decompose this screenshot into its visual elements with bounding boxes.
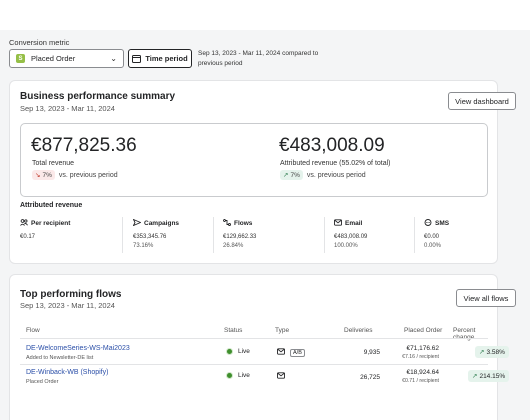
- status-text: Live: [238, 348, 250, 355]
- percent-change-value: 3.58%: [486, 348, 505, 356]
- totals-box: €877,825.36 Total revenue ↘ 7% vs. previ…: [20, 123, 488, 197]
- attr-col-pct: 73.16%: [133, 243, 154, 249]
- attr-col-value: €353,345.76: [133, 234, 167, 240]
- status-badge: Live: [226, 372, 250, 379]
- shopify-icon: S: [16, 54, 25, 63]
- time-period-button[interactable]: Time period: [128, 49, 192, 68]
- flows-title: Top performing flows: [20, 289, 122, 300]
- conversion-metric-label: Conversion metric: [9, 38, 70, 47]
- percent-change-badge: ↗ 214.15%: [468, 370, 510, 382]
- col-header-status: Status: [224, 327, 243, 334]
- flow-type: [277, 372, 285, 381]
- attr-col-value: €0.00: [424, 234, 440, 240]
- flow-type: A/B: [277, 348, 305, 357]
- placed-order-value: €71,176.62: [406, 345, 439, 352]
- deliveries-value: 26,725: [360, 374, 380, 381]
- send-icon: [132, 218, 142, 228]
- attributed-section-title: Attributed revenue: [20, 202, 83, 209]
- col-header-placed-order: Placed Order: [404, 327, 443, 334]
- calendar-icon: [132, 54, 142, 63]
- attr-col-sms: SMS €0.00 0.00%: [424, 219, 449, 255]
- trend-down-badge: ↘ 7%: [32, 170, 55, 180]
- attr-col-value: €483,008.09: [334, 234, 368, 240]
- people-icon: [20, 219, 28, 228]
- live-dot-icon: [226, 372, 233, 379]
- divider: [122, 217, 123, 253]
- trend-up-icon: ↗: [283, 172, 289, 179]
- total-revenue-trend: ↘ 7% vs. previous period: [32, 170, 118, 180]
- email-icon: [277, 372, 285, 381]
- summary-title: Business performance summary: [20, 91, 176, 102]
- col-header-flow: Flow: [26, 327, 40, 334]
- total-revenue-value: €877,825.36: [31, 135, 137, 156]
- sms-icon: [424, 219, 432, 228]
- deliveries-value: 9,935: [363, 349, 380, 356]
- compare-text: Sep 13, 2023 - Mar 11, 2024 compared to …: [198, 50, 319, 67]
- attr-col-email: Email €483,008.09 100.00%: [334, 219, 367, 255]
- divider: [414, 217, 415, 253]
- attr-col-value: €0.17: [20, 234, 36, 240]
- summary-date-range: Sep 13, 2023 - Mar 11, 2024: [20, 104, 115, 113]
- attributed-revenue-label: Attributed revenue (55.02% of total): [280, 160, 391, 167]
- attributed-revenue-trend: ↗ 7% vs. previous period: [280, 170, 366, 180]
- email-icon: [277, 348, 285, 357]
- percent-change-badge: ↗ 3.58%: [475, 346, 509, 358]
- conversion-metric-select[interactable]: S Placed Order ⌄: [9, 49, 124, 68]
- attr-col-label: Per recipient: [31, 220, 71, 227]
- attr-col-label: Campaigns: [144, 220, 180, 227]
- flows-date-range: Sep 13, 2023 - Mar 11, 2024: [20, 301, 115, 310]
- col-header-percent-change: Percent change: [453, 327, 476, 341]
- attr-col-campaigns: Campaigns €353,345.76 73.16%: [132, 218, 180, 255]
- attr-col-label: Email: [345, 220, 363, 227]
- view-all-flows-button[interactable]: View all flows: [456, 289, 516, 307]
- divider: [324, 217, 325, 253]
- view-dashboard-button[interactable]: View dashboard: [448, 92, 516, 110]
- live-dot-icon: [226, 348, 233, 355]
- table-divider: [20, 364, 488, 365]
- attr-col-label: Flows: [234, 220, 253, 227]
- placed-order-per-recipient: €0.71 / recipient: [402, 378, 439, 384]
- trend-down-value: 7%: [42, 171, 52, 179]
- time-period-label: Time period: [145, 54, 188, 63]
- status-text: Live: [238, 372, 250, 379]
- table-divider: [20, 338, 488, 339]
- placed-order-value: €18,924.64: [406, 369, 439, 376]
- flow-icon: [223, 219, 231, 228]
- conversion-metric-value: Placed Order: [31, 54, 76, 63]
- total-revenue-label: Total revenue: [32, 160, 75, 167]
- col-header-deliveries: Deliveries: [344, 327, 373, 334]
- email-icon: [334, 219, 342, 228]
- flow-link[interactable]: DE-WelcomeSeries-WS-Mai2023: [26, 345, 130, 352]
- attr-col-value: €129,662.33: [223, 234, 257, 240]
- flow-link[interactable]: DE-Winback-WB (Shopify): [26, 369, 109, 376]
- trend-suffix: vs. previous period: [58, 171, 118, 179]
- col-header-type: Type: [275, 327, 290, 334]
- business-summary-card: Business performance summary Sep 13, 202…: [9, 80, 516, 264]
- top-flows-card: Top performing flows Sep 13, 2023 - Mar …: [9, 274, 516, 420]
- attr-col-pct: 100.00%: [334, 243, 358, 249]
- attr-col-flows: Flows €129,662.33 26.84%: [223, 219, 256, 255]
- attr-col-per-recipient: Per recipient €0.17: [20, 219, 70, 255]
- ab-test-tag: A/B: [290, 348, 305, 357]
- percent-change-value: 214.15%: [479, 372, 506, 380]
- placed-order-per-recipient: €7.16 / recipient: [402, 354, 439, 360]
- flow-trigger: Added to Newsletter-DE list: [26, 355, 94, 361]
- flow-trigger: Placed Order: [26, 379, 59, 385]
- attr-col-pct: 0.00%: [424, 243, 442, 249]
- divider: [213, 217, 214, 253]
- chevron-down-icon: ⌄: [110, 54, 117, 63]
- attributed-revenue-value: €483,008.09: [279, 135, 385, 156]
- trend-up-value: 7%: [290, 171, 300, 179]
- trend-up-badge: ↗ 7%: [280, 170, 303, 180]
- attr-col-label: SMS: [435, 220, 450, 227]
- trend-up-icon: ↗: [472, 373, 478, 380]
- attr-col-pct: 26.84%: [223, 243, 244, 249]
- top-strip: [0, 0, 530, 30]
- status-badge: Live: [226, 348, 250, 355]
- trend-suffix: vs. previous period: [306, 171, 366, 179]
- trend-up-icon: ↗: [479, 349, 485, 356]
- trend-down-icon: ↘: [35, 172, 41, 179]
